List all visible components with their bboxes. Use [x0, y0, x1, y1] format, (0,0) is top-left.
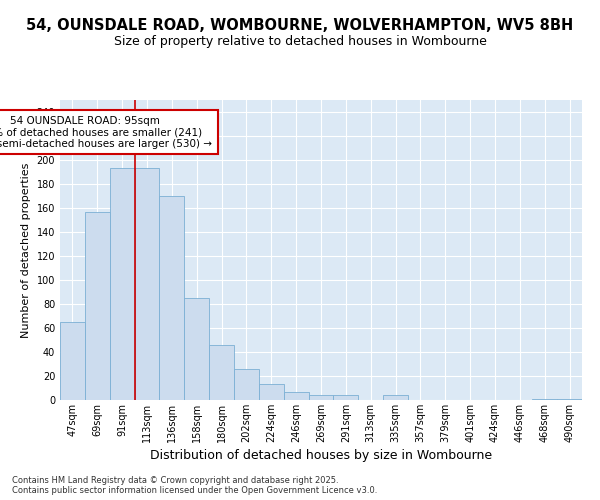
Bar — [383, 395, 408, 400]
Y-axis label: Number of detached properties: Number of detached properties — [21, 162, 31, 338]
X-axis label: Distribution of detached houses by size in Wombourne: Distribution of detached houses by size … — [150, 449, 492, 462]
Bar — [110, 168, 134, 400]
Bar — [60, 322, 85, 400]
Text: Contains HM Land Registry data © Crown copyright and database right 2025.
Contai: Contains HM Land Registry data © Crown c… — [12, 476, 377, 495]
Bar — [85, 212, 110, 400]
Text: Size of property relative to detached houses in Wombourne: Size of property relative to detached ho… — [113, 35, 487, 48]
Bar — [134, 168, 160, 400]
Bar — [532, 399, 557, 400]
Text: 54, OUNSDALE ROAD, WOMBOURNE, WOLVERHAMPTON, WV5 8BH: 54, OUNSDALE ROAD, WOMBOURNE, WOLVERHAMP… — [26, 18, 574, 32]
Bar — [284, 392, 308, 400]
Bar — [308, 395, 334, 400]
Bar — [209, 345, 234, 400]
Text: 54 OUNSDALE ROAD: 95sqm
← 31% of detached houses are smaller (241)
69% of semi-d: 54 OUNSDALE ROAD: 95sqm ← 31% of detache… — [0, 116, 212, 149]
Bar — [259, 384, 284, 400]
Bar — [184, 298, 209, 400]
Bar — [334, 395, 358, 400]
Bar — [234, 369, 259, 400]
Bar — [160, 196, 184, 400]
Bar — [557, 399, 582, 400]
